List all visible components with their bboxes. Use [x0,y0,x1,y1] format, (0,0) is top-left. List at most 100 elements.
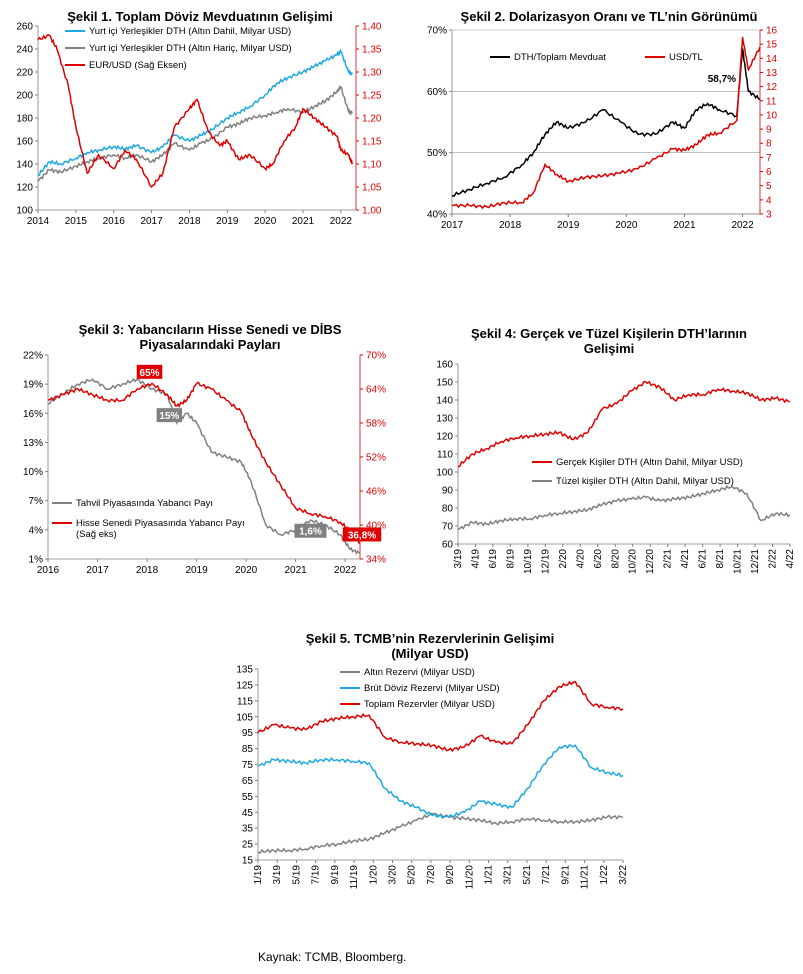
x-tick-label: 6/19 [488,549,499,569]
series-line-tahvil-piyasas-nda-yabanc-pay [48,377,361,556]
legend-label: Hisse Senedi Piyasasında Yabancı Payı [76,518,245,529]
x-tick-label: 10/20 [628,549,639,574]
y2-tick-label: 5 [766,181,772,192]
y-tick-label: 16% [23,409,43,420]
x-tick-label: 4/21 [680,549,691,569]
x-tick-label: 2016 [103,216,126,227]
legend-label: Yurt içi Yerleşikler DTH (Altın Hariç, M… [89,43,292,54]
x-tick-label: 7/19 [311,865,322,885]
y2-tick-label: 10 [766,110,778,121]
y2-tick-label: 9 [766,125,772,136]
x-tick-label: 2/21 [663,549,674,569]
y-tick-label: 85 [242,744,254,755]
y-tick-label: 70 [442,522,454,533]
x-tick-label: 5/21 [522,865,533,885]
y2-tick-label: 11 [766,96,777,107]
y-tick-label: 55 [242,792,254,803]
x-tick-label: 2019 [185,565,208,576]
series-line-alt-n-rezervi-milyar-usd [257,812,624,854]
x-tick-label: 7/20 [426,865,437,885]
x-tick-label: 1/21 [484,865,495,885]
y2-tick-label: 1,35 [362,45,382,56]
x-tick-label: 2014 [27,216,50,227]
annotation-box [342,527,382,542]
annotation-box [136,364,163,379]
legend-label: Tahvil Piyasasında Yabancı Payı [76,498,213,509]
y2-tick-label: 34% [366,555,386,566]
series-line-br-t-d-viz-rezervi-milyar-usd [257,743,624,820]
x-tick-label: 2017 [140,216,163,227]
y-tick-label: 50% [427,148,447,159]
series-line-dth-toplam-mevduat [451,48,761,197]
source-note: Kaynak: TCMB, Bloomberg. [258,950,407,964]
legend-label: Toplam Rezervler (Milyar USD) [364,699,495,710]
x-tick-label: 11/21 [580,865,591,890]
y-tick-label: 140 [16,160,33,171]
y2-tick-label: 1,40 [362,22,382,33]
annotation-box [156,408,183,423]
x-tick-label: 8/19 [505,549,516,569]
series-line-t-zel-ki-iler-dth-alt-n-dahil-milyar-usd [457,484,791,531]
y2-tick-label: 70% [366,351,386,362]
x-tick-label: 8/21 [715,549,726,569]
chart-2: Şekil 2. Dolarizasyon Oranı ve TL’nin Gö… [420,8,798,248]
x-tick-label: 2/20 [558,549,569,569]
x-tick-label: 2020 [235,565,258,576]
y-tick-label: 95 [242,728,254,739]
y-tick-label: 75 [242,760,254,771]
chart-5: Şekil 5. TCMB’nin Rezervlerinin Gelişimi… [220,625,640,890]
series-line-hisse-senedi-piyasas-nda-yabanc-pay-sa-eks [47,381,361,544]
series-line-eur-usd-sa-eksen [37,33,353,189]
y-tick-label: 100 [436,468,453,479]
x-tick-label: 1/19 [253,865,264,885]
x-tick-label: 11/19 [349,865,360,890]
x-tick-label: 1/22 [599,865,610,885]
x-tick-label: 6/21 [698,549,709,569]
x-tick-label: 5/19 [291,865,302,885]
x-tick-label: 2017 [86,565,109,576]
series-line-toplam-rezervler-milyar-usd [257,680,624,753]
series-line-usd-tl [451,36,761,210]
x-tick-label: 7/21 [541,865,552,885]
chart-1: Şekil 1. Toplam Döviz Mevduatının Gelişi… [10,8,390,248]
legend-label: USD/TL [669,52,703,63]
y-tick-label: 25 [242,840,254,851]
x-tick-label: 6/20 [593,549,604,569]
annotation-label: 15% [159,411,179,422]
y2-tick-label: 58% [366,419,386,430]
x-tick-label: 2017 [441,220,464,231]
x-tick-label: 3/19 [272,865,283,885]
x-tick-label: 2020 [615,220,638,231]
x-tick-label: 4/20 [575,549,586,569]
y-tick-label: 40% [427,210,447,221]
x-tick-label: 2016 [37,565,60,576]
annotation-label: 65% [140,368,160,379]
y2-tick-label: 1,20 [362,114,382,125]
y2-tick-label: 12 [766,82,778,93]
y-tick-label: 60% [427,87,447,98]
y-tick-label: 70% [427,26,447,37]
y-tick-label: 22% [23,351,43,362]
y2-tick-label: 1,05 [362,183,382,194]
y-tick-label: 240 [16,45,33,56]
x-tick-label: 2022 [731,220,754,231]
series-line-ger-ek-ki-iler-dth-alt-n-dahil-milyar-usd [457,380,791,468]
y-tick-label: 115 [237,696,253,707]
y2-tick-label: 1,10 [362,160,382,171]
y2-tick-label: 7 [766,153,772,164]
chart-title: Şekil 5. TCMB’nin Rezervlerinin Gelişimi [306,631,555,646]
y-tick-label: 65 [242,776,254,787]
y-tick-label: 140 [436,396,453,407]
x-tick-label: 12/20 [645,549,656,574]
legend-label: Tüzel kişiler DTH (Altın Dahil, Milyar U… [556,476,734,487]
x-tick-label: 9/20 [445,865,456,885]
y2-tick-label: 46% [366,487,386,498]
y-tick-label: 160 [16,137,33,148]
x-tick-label: 4/19 [470,549,481,569]
y-tick-label: 105 [236,712,253,723]
x-tick-label: 2022 [334,565,357,576]
x-tick-label: 2/22 [768,549,779,569]
series-line-yurt-i-i-yerle-ikler-dth-alt-n-hari-milyar-usd [37,84,353,182]
y2-tick-label: 15 [766,40,778,51]
y-tick-label: 90 [442,486,454,497]
